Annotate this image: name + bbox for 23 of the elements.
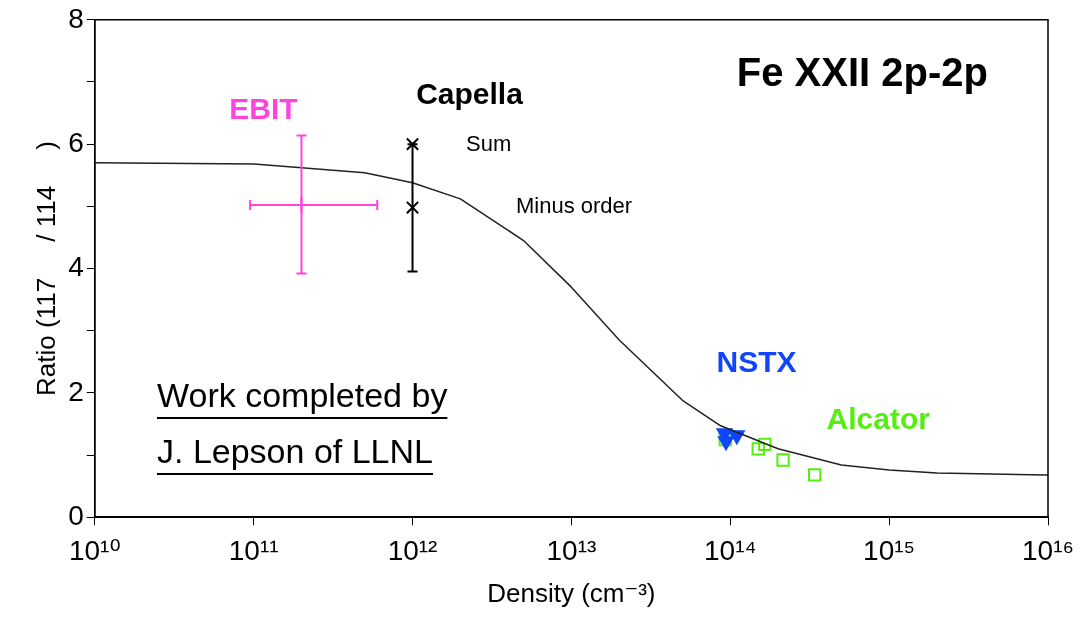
y-tick-label: 8 xyxy=(68,2,84,34)
x-tick-label: 10¹² xyxy=(387,534,438,566)
x-tick-label: 10¹⁶ xyxy=(1022,534,1074,566)
series-label: Alcator xyxy=(826,401,931,435)
y-tick-label: 6 xyxy=(68,126,84,158)
y-tick-label: 2 xyxy=(68,375,84,407)
y-axis-title: Ratio (117 / 114 ) xyxy=(30,141,61,396)
annotation: J. Lepson of LLNL xyxy=(157,432,433,471)
y-tick-label: 4 xyxy=(68,251,84,283)
x-tick-label: 10¹³ xyxy=(546,534,597,566)
text: EBIT xyxy=(229,92,298,126)
text: Fe XXII 2p-2p xyxy=(736,49,988,94)
x-axis-title: Density (cm⁻³) xyxy=(487,577,656,608)
series-label: NSTX xyxy=(716,344,797,378)
x-tick-label: 10¹⁴ xyxy=(704,534,757,566)
x-tick-label: 10¹¹ xyxy=(228,534,279,566)
series-label: Capella xyxy=(416,77,524,111)
x-tick-label: 10¹⁵ xyxy=(863,534,916,566)
x-tick-label: 10¹⁰ xyxy=(68,534,121,566)
y-tick-label: 0 xyxy=(68,499,84,531)
annotation: Sum xyxy=(466,131,512,157)
annotation: Work completed by xyxy=(157,376,448,415)
annotation: Minus order xyxy=(516,193,633,219)
